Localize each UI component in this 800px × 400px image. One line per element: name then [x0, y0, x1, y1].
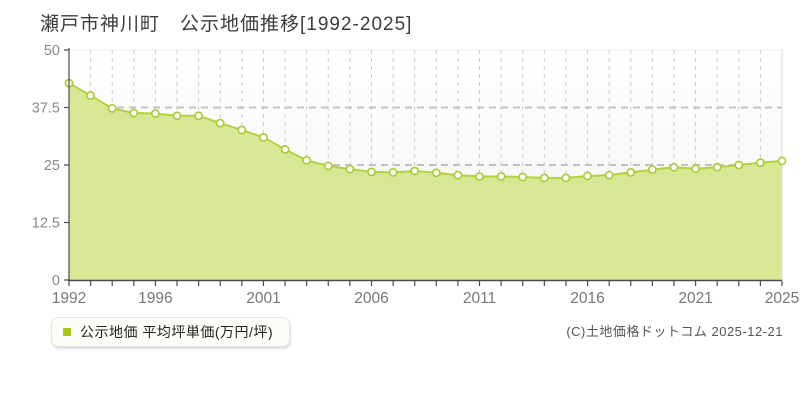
- svg-text:12.5: 12.5: [32, 216, 60, 232]
- x-axis-labels: 1992 1996 2001 2006 2011 2016 2021 2025: [52, 281, 799, 307]
- y-axis-labels: 0 12.5 25 37.5 50: [32, 43, 69, 289]
- price-line: [68, 82, 783, 179]
- svg-text:2001: 2001: [246, 290, 280, 307]
- data-point-markers: [64, 78, 787, 183]
- svg-text:2006: 2006: [354, 290, 388, 307]
- svg-text:1992: 1992: [52, 290, 86, 307]
- svg-text:0: 0: [52, 273, 60, 289]
- svg-text:2021: 2021: [678, 290, 712, 307]
- copyright-text: (C)土地価格ドットコム 2025-12-21: [566, 324, 783, 339]
- legend-label: 公示地価 平均坪単価(万円/坪): [80, 324, 274, 340]
- svg-text:37.5: 37.5: [32, 101, 60, 117]
- svg-text:2025: 2025: [765, 290, 799, 307]
- svg-text:50: 50: [44, 43, 60, 59]
- axes: [68, 48, 782, 282]
- svg-text:25: 25: [44, 158, 60, 174]
- svg-text:2011: 2011: [463, 290, 496, 307]
- page-title: 瀬戸市神川町 公示地価推移[1992-2025]: [40, 14, 413, 35]
- legend: 公示地価 平均坪単価(万円/坪): [51, 317, 291, 347]
- svg-text:1996: 1996: [138, 290, 172, 307]
- legend-swatch-icon: [63, 328, 71, 336]
- svg-text:2016: 2016: [570, 290, 604, 307]
